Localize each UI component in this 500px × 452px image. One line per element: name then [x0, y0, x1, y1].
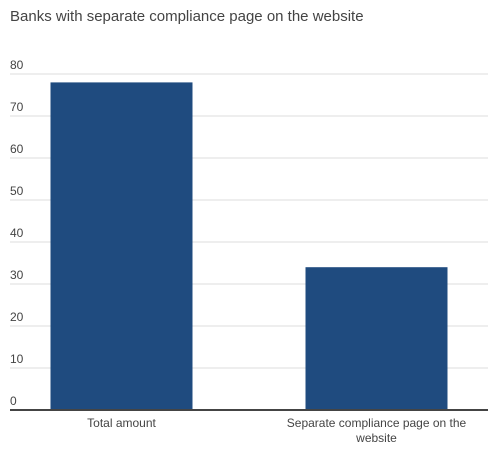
y-tick-label-40: 40 [10, 226, 24, 240]
x-category-label-line: Total amount [87, 416, 156, 430]
y-tick-label-80: 80 [10, 58, 24, 72]
x-category-label-2: Separate compliance page on the website [287, 416, 467, 445]
y-tick-label-20: 20 [10, 310, 24, 324]
y-tick-label-60: 60 [10, 142, 24, 156]
y-tick-label-10: 10 [10, 352, 24, 366]
x-category-label-line: website [355, 431, 397, 445]
y-tick-label-0: 0 [10, 394, 17, 408]
chart-title: Banks with separate compliance page on t… [10, 8, 364, 25]
x-category-label-1: Total amount [87, 416, 156, 430]
bar-1 [50, 82, 193, 411]
y-tick-label-50: 50 [10, 184, 24, 198]
y-tick-labels: 0 10 20 30 40 50 60 70 80 [10, 58, 24, 408]
y-tick-label-30: 30 [10, 268, 24, 282]
x-category-label-line: Separate compliance page on the [287, 416, 467, 430]
bar-2 [305, 267, 448, 410]
x-category-labels: Total amount Separate compliance page on … [87, 416, 466, 445]
y-tick-label-70: 70 [10, 100, 24, 114]
bars [50, 82, 448, 411]
